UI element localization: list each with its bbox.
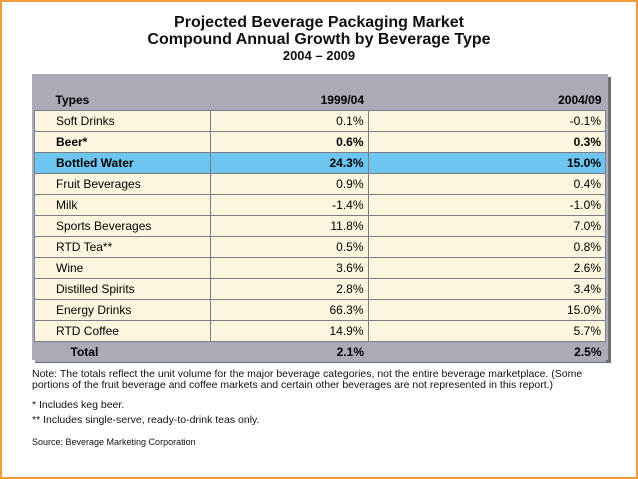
cell-1999-04: 14.9% [209, 320, 369, 342]
growth-table: Types 1999/04 2004/09 Soft Drinks 0.1% -0.… [34, 90, 607, 362]
column-header-types: Types [34, 90, 211, 111]
table-row: RTD Tea** 0.5% 0.8% [34, 236, 607, 258]
table-row: Soft Drinks 0.1% -0.1% [34, 110, 607, 132]
note-text: Note: The totals reflect the unit volume… [32, 368, 583, 391]
chart-subtitle: 2004 – 2009 [282, 48, 356, 63]
cell-type: Sports Beverages [34, 215, 211, 237]
table-row: Wine 3.6% 2.6% [34, 257, 607, 279]
cell-type: Soft Drinks [34, 110, 211, 132]
cell-1999-04: 66.3% [209, 299, 369, 321]
chart-title-line2: Compound Annual Growth by Beverage Type [147, 31, 491, 48]
cell-2004-09: -0.1% [367, 110, 607, 132]
total-row: Total 2.1% 2.5% [34, 341, 606, 362]
source-credit: Source: Beverage Marketing Corporation [32, 437, 196, 447]
total-2004-09: 2.5% [368, 341, 606, 362]
table-row: Bottled Water 24.3% 15.0% [34, 152, 607, 174]
footnote-rtd-tea: ** Includes single-serve, ready-to-drink… [32, 414, 260, 426]
cell-2004-09: 0.4% [367, 173, 607, 195]
cell-type: RTD Tea** [34, 236, 211, 258]
cell-1999-04: 24.3% [209, 152, 369, 174]
cell-1999-04: 0.5% [209, 236, 369, 258]
cell-1999-04: -1.4% [209, 194, 369, 216]
cell-2004-09: 7.0% [367, 215, 607, 237]
cell-2004-09: 3.4% [367, 278, 607, 300]
cell-2004-09: 5.7% [367, 320, 607, 342]
cell-type: Wine [34, 257, 211, 279]
cell-2004-09: 0.3% [367, 131, 607, 153]
cell-type: Fruit Beverages [34, 173, 211, 195]
cell-1999-04: 0.9% [209, 173, 369, 195]
cell-1999-04: 0.1% [209, 110, 369, 132]
cell-2004-09: 15.0% [367, 152, 607, 174]
cell-type: Bottled Water [34, 152, 211, 174]
table-row: Fruit Beverages 0.9% 0.4% [34, 173, 607, 195]
cell-type: Milk [34, 194, 211, 216]
chart-title: Projected Beverage Packaging Market [174, 14, 464, 31]
cell-type: Beer* [34, 131, 211, 153]
cell-2004-09: 2.6% [367, 257, 607, 279]
cell-1999-04: 2.8% [209, 278, 369, 300]
table-row: RTD Coffee 14.9% 5.7% [34, 320, 607, 342]
total-label: Total [34, 341, 211, 362]
cell-2004-09: 0.8% [367, 236, 607, 258]
table-panel: Types 1999/04 2004/09 Soft Drinks 0.1% -0.… [32, 74, 608, 362]
cell-type: Distilled Spirits [34, 278, 211, 300]
cell-1999-04: 0.6% [209, 131, 369, 153]
cell-2004-09: 15.0% [367, 299, 607, 321]
table-row: Beer* 0.6% 0.3% [34, 131, 607, 153]
column-header-1999-04: 1999/04 [210, 90, 369, 111]
table-header-row: Types 1999/04 2004/09 [34, 90, 606, 111]
cell-1999-04: 11.8% [209, 215, 369, 237]
total-1999-04: 2.1% [210, 341, 369, 362]
table-row: Distilled Spirits 2.8% 3.4% [34, 278, 607, 300]
notes-block: Note: The totals reflect the unit volume… [32, 369, 602, 448]
table-row: Sports Beverages 11.8% 7.0% [34, 215, 607, 237]
footnote-keg-beer: * Includes keg beer. [32, 399, 125, 411]
title-block: Projected Beverage Packaging Market Comp… [2, 14, 636, 64]
cell-type: Energy Drinks [34, 299, 211, 321]
cell-type: RTD Coffee [34, 320, 211, 342]
cell-2004-09: -1.0% [367, 194, 607, 216]
table-row: Milk -1.4% -1.0% [34, 194, 607, 216]
table-row: Energy Drinks 66.3% 15.0% [34, 299, 607, 321]
cell-1999-04: 3.6% [209, 257, 369, 279]
column-header-2004-09: 2004/09 [368, 90, 606, 111]
